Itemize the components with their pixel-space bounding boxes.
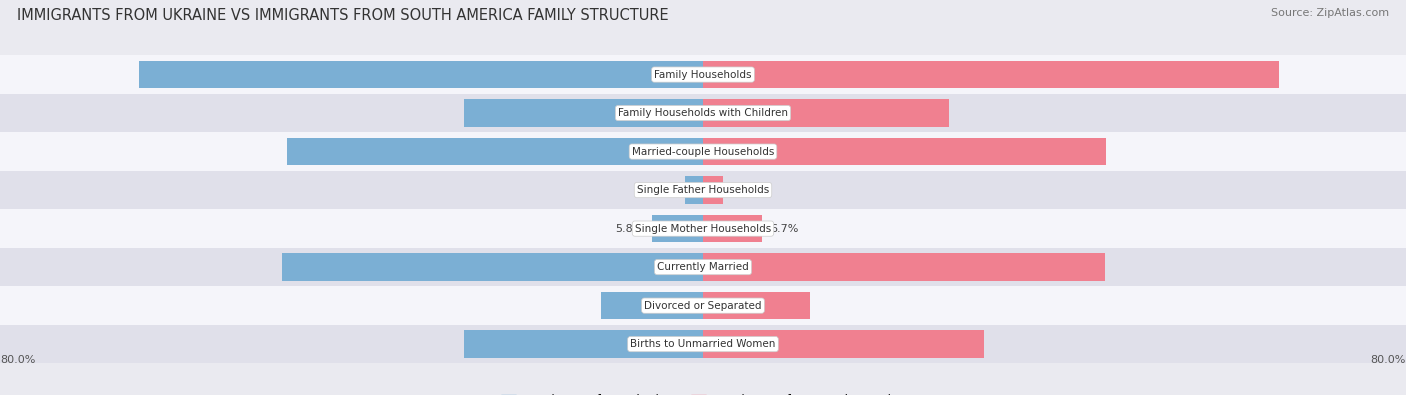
Text: 65.6%: 65.6%	[716, 70, 751, 79]
Text: Family Households: Family Households	[654, 70, 752, 79]
Text: IMMIGRANTS FROM UKRAINE VS IMMIGRANTS FROM SOUTH AMERICA FAMILY STRUCTURE: IMMIGRANTS FROM UKRAINE VS IMMIGRANTS FR…	[17, 8, 668, 23]
Text: 2.3%: 2.3%	[733, 185, 761, 195]
Text: 80.0%: 80.0%	[1371, 356, 1406, 365]
Text: 2.0%: 2.0%	[648, 185, 676, 195]
Text: 64.2%: 64.2%	[654, 70, 690, 79]
Bar	[0, 132, 1406, 171]
Text: 12.2%: 12.2%	[716, 301, 752, 310]
Bar	[0, 209, 1406, 248]
Text: 11.6%: 11.6%	[655, 301, 690, 310]
Bar	[686, 176, 703, 204]
Text: 28.0%: 28.0%	[716, 108, 752, 118]
Bar	[283, 253, 703, 281]
Bar	[703, 253, 1105, 281]
Text: Divorced or Separated: Divorced or Separated	[644, 301, 762, 310]
Text: 45.7%: 45.7%	[716, 262, 752, 272]
Text: 80.0%: 80.0%	[0, 356, 35, 365]
Text: Single Mother Households: Single Mother Households	[636, 224, 770, 233]
Legend: Immigrants from Ukraine, Immigrants from South America: Immigrants from Ukraine, Immigrants from…	[502, 394, 904, 395]
Bar	[703, 215, 762, 243]
Text: 32.0%: 32.0%	[716, 339, 752, 349]
Bar	[0, 171, 1406, 209]
Bar	[0, 286, 1406, 325]
Bar	[703, 176, 723, 204]
Text: Currently Married: Currently Married	[657, 262, 749, 272]
Bar	[287, 138, 703, 166]
Text: 27.2%: 27.2%	[654, 108, 690, 118]
Bar	[0, 94, 1406, 132]
Bar	[703, 61, 1279, 88]
Text: 5.8%: 5.8%	[614, 224, 644, 233]
Text: Single Father Households: Single Father Households	[637, 185, 769, 195]
Bar	[139, 61, 703, 88]
Bar	[464, 330, 703, 358]
Text: 47.3%: 47.3%	[654, 147, 690, 156]
Bar	[703, 138, 1107, 166]
Bar	[703, 99, 949, 127]
Text: 27.2%: 27.2%	[654, 339, 690, 349]
Text: Married-couple Households: Married-couple Households	[631, 147, 775, 156]
Bar	[0, 55, 1406, 94]
Text: 47.9%: 47.9%	[654, 262, 690, 272]
Bar	[703, 292, 810, 320]
Text: Births to Unmarried Women: Births to Unmarried Women	[630, 339, 776, 349]
Bar	[652, 215, 703, 243]
Bar	[602, 292, 703, 320]
Bar	[0, 248, 1406, 286]
Text: Family Households with Children: Family Households with Children	[619, 108, 787, 118]
Bar	[703, 330, 984, 358]
Text: 45.9%: 45.9%	[716, 147, 752, 156]
Bar	[0, 325, 1406, 363]
Text: Source: ZipAtlas.com: Source: ZipAtlas.com	[1271, 8, 1389, 18]
Text: 6.7%: 6.7%	[770, 224, 799, 233]
Bar	[464, 99, 703, 127]
